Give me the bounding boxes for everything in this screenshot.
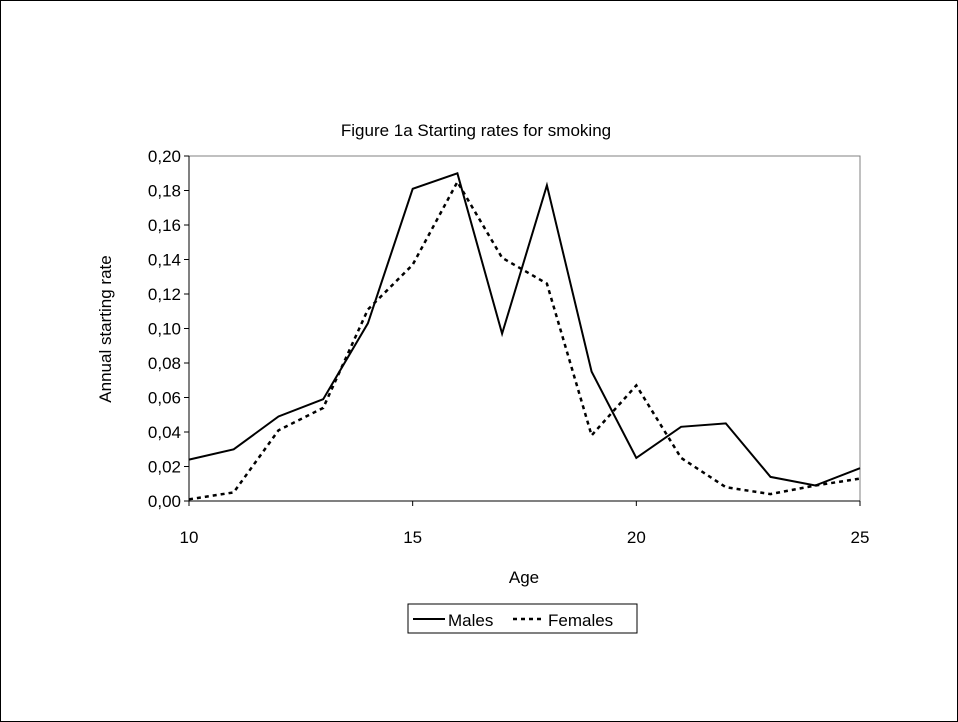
series-layer: [188, 172, 861, 501]
y-tick-label: 0,16: [148, 216, 181, 235]
y-tick-label: 0,06: [148, 389, 181, 408]
y-tick-label: 0,04: [148, 423, 181, 442]
x-axis: 10 15 20 25: [180, 500, 870, 547]
legend-label-females: Females: [548, 611, 613, 630]
chart-title: Figure 1a Starting rates for smoking: [341, 121, 611, 140]
y-tick-label: 0,18: [148, 182, 181, 201]
x-tick-label: 10: [180, 528, 199, 547]
legend: Males Females: [407, 603, 638, 634]
y-tick-label: 0,08: [148, 354, 181, 373]
x-tick-label: 15: [403, 528, 422, 547]
plot-area: [188, 155, 861, 502]
y-tick-label: 0,00: [148, 492, 181, 511]
series-line-females: [188, 179, 861, 501]
y-tick-label: 0,02: [148, 458, 181, 477]
series-line-males: [188, 172, 861, 487]
y-tick-label: 0,20: [148, 147, 181, 166]
legend-label-males: Males: [448, 611, 493, 630]
y-tick-label: 0,10: [148, 320, 181, 339]
x-tick-label: 25: [851, 528, 870, 547]
y-tick-label: 0,14: [148, 251, 181, 270]
x-tick-label: 20: [627, 528, 646, 547]
y-tick-label: 0,12: [148, 285, 181, 304]
x-axis-label: Age: [509, 568, 539, 587]
y-axis-label: Annual starting rate: [96, 255, 115, 402]
y-axis: 0,00 0,02 0,04 0,06 0,08 0,10 0,12 0,14 0,16 0,18…: [148, 147, 190, 511]
